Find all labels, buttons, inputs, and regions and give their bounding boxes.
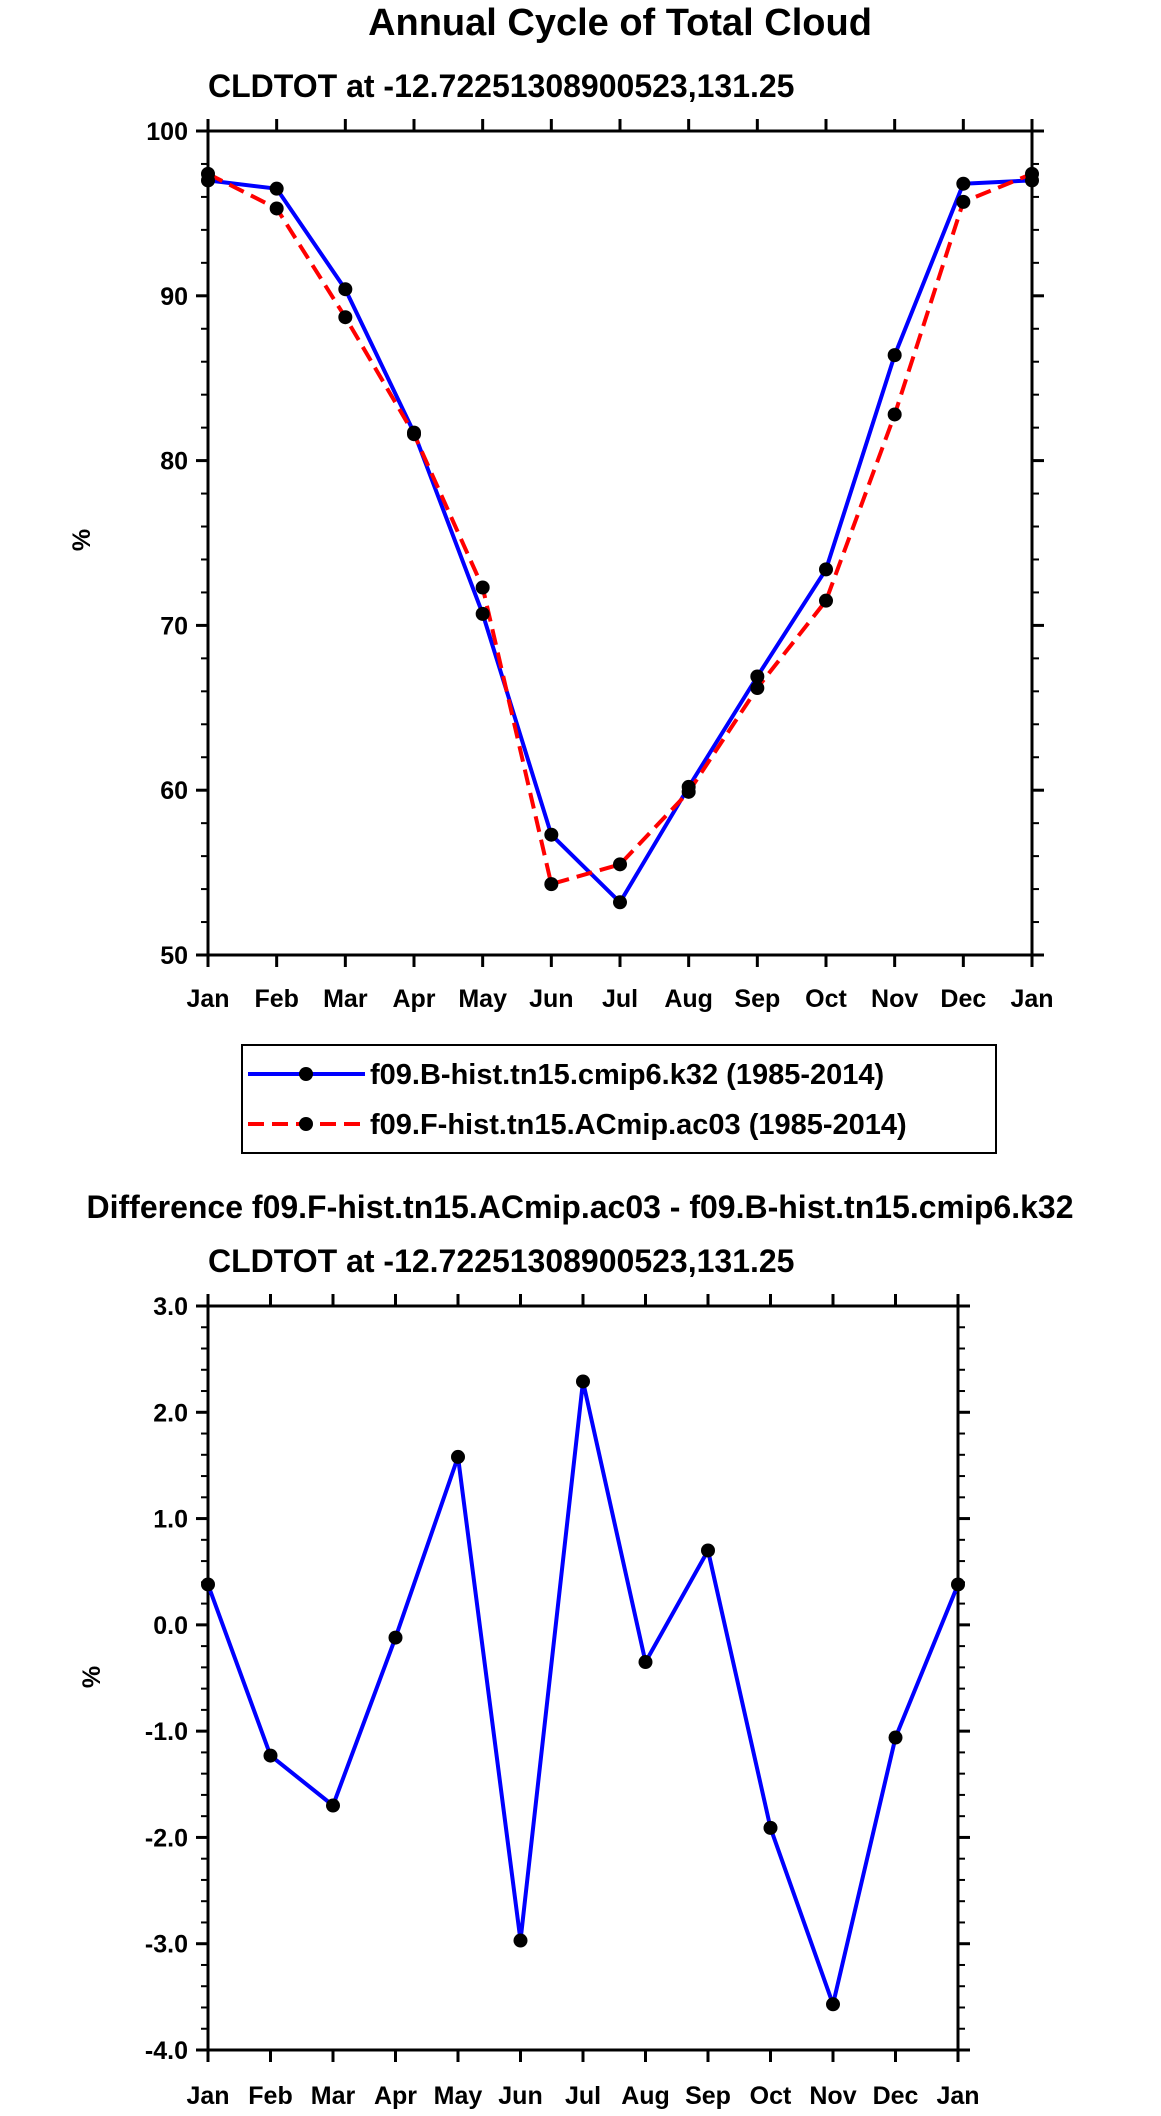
top-chart-xtick-label: Dec bbox=[940, 985, 986, 1013]
bottom-chart-xtick-label: Oct bbox=[750, 2082, 792, 2110]
top-chart-series-2-point bbox=[201, 166, 215, 181]
bottom-chart-xtick-label: Nov bbox=[809, 2082, 856, 2110]
top-chart-series-2-point bbox=[887, 407, 902, 422]
bottom-chart-series-1-point bbox=[826, 1997, 840, 2012]
bottom-chart-plot-frame bbox=[206, 1304, 960, 2052]
legend-marker-series-1 bbox=[299, 1067, 313, 1081]
top-chart-series-2-point bbox=[956, 194, 971, 209]
bottom-chart-xtick-label: Apr bbox=[374, 2082, 417, 2110]
bottom-chart-ytick-label: 0.0 bbox=[153, 1612, 188, 1640]
top-chart-ytick-label: 60 bbox=[160, 777, 188, 805]
top-chart-series-1-point bbox=[887, 348, 902, 363]
top-chart-xtick-label: Jan bbox=[1010, 985, 1053, 1013]
bottom-chart-series-1-point bbox=[263, 1748, 278, 1763]
bottom-chart-xtick-label: Jan bbox=[186, 2082, 229, 2110]
legend-marker-series-2 bbox=[299, 1117, 313, 1131]
bottom-chart-series-1-point bbox=[576, 1374, 590, 1389]
top-chart-series-2-point bbox=[681, 784, 696, 799]
top-chart-xtick-label: Mar bbox=[323, 985, 368, 1013]
top-chart-xtick-label: Nov bbox=[871, 985, 918, 1013]
bottom-chart-xtick-label: Jan bbox=[936, 2082, 979, 2110]
bottom-chart-series-1-line bbox=[206, 1379, 960, 2007]
top-chart-xtick-label: Oct bbox=[805, 985, 847, 1013]
bottom-chart-series-1-point bbox=[888, 1730, 903, 1745]
top-chart-ylabel: % bbox=[68, 529, 96, 551]
bottom-chart-series-1-point bbox=[951, 1577, 965, 1592]
legend-box bbox=[241, 1044, 997, 1154]
top-chart-series-2-point bbox=[819, 593, 833, 608]
bottom-chart-ytick-label: 3.0 bbox=[153, 1293, 188, 1321]
bottom-chart-xtick-label: Jul bbox=[565, 2082, 601, 2110]
legend: f09.B-hist.tn15.cmip6.k32 (1985-2014) f0… bbox=[241, 1044, 997, 1154]
bottom-chart-title: Difference f09.F-hist.tn15.ACmip.ac03 - … bbox=[87, 1189, 1074, 1225]
top-chart-series-2-point bbox=[269, 201, 284, 216]
top-chart-series-1-point bbox=[613, 895, 627, 910]
bottom-chart-series-1-point bbox=[326, 1798, 340, 1813]
top-chart-series-1-point bbox=[269, 181, 284, 196]
bottom-chart-xtick-label: Jun bbox=[498, 2082, 542, 2110]
top-chart-subtitle: CLDTOT at -12.72251308900523,131.25 bbox=[208, 68, 794, 104]
top-chart-xtick-label: Sep bbox=[734, 985, 780, 1013]
top-chart-ytick-label: 50 bbox=[160, 942, 188, 970]
bottom-chart-ytick-label: 1.0 bbox=[153, 1506, 188, 1534]
bottom-chart-xtick-label: Feb bbox=[248, 2082, 292, 2110]
top-chart-series-1-point bbox=[475, 606, 490, 621]
top-chart-series-2-point bbox=[338, 310, 353, 325]
top-chart-xtick-label: Jun bbox=[529, 985, 573, 1013]
bottom-chart-ytick-label: -4.0 bbox=[145, 2037, 188, 2065]
top-chart-xtick-label: Jan bbox=[186, 985, 229, 1013]
top-chart-series-2-point bbox=[475, 580, 490, 595]
top-chart: 50 60 70 80 90 100 Jan Feb Mar Apr May Jun Jul Aug Sep… bbox=[146, 118, 1053, 1013]
bottom-chart-series-1-point bbox=[451, 1449, 465, 1464]
bottom-chart-xtick-label: Sep bbox=[685, 2082, 731, 2110]
legend-label-series-1: f09.B-hist.tn15.cmip6.k32 (1985-2014) bbox=[370, 1059, 884, 1091]
bottom-chart-xtick-label: Mar bbox=[311, 2082, 356, 2110]
bottom-chart-series-1-point bbox=[201, 1577, 215, 1592]
top-chart-plot-frame bbox=[206, 129, 1034, 957]
top-chart-series-1-point bbox=[544, 827, 559, 842]
top-chart-series-1-line bbox=[207, 178, 1033, 905]
top-chart-series-1-point bbox=[750, 669, 765, 684]
top-chart-title: Annual Cycle of Total Cloud bbox=[368, 2, 872, 44]
bottom-chart-xtick-label: May bbox=[434, 2082, 483, 2110]
top-chart-series-2-point bbox=[1025, 166, 1039, 181]
top-chart-series-2-point bbox=[544, 877, 559, 892]
top-chart-xtick-label: May bbox=[458, 985, 507, 1013]
bottom-chart-ytick-label: -1.0 bbox=[145, 1718, 188, 1746]
bottom-chart-series-1-point bbox=[388, 1630, 403, 1645]
bottom-chart-ytick-label: 2.0 bbox=[153, 1399, 188, 1427]
top-chart-xtick-label: Apr bbox=[392, 985, 435, 1013]
bottom-chart-series-1-point bbox=[638, 1655, 653, 1670]
bottom-chart-subtitle: CLDTOT at -12.72251308900523,131.25 bbox=[208, 1243, 794, 1279]
bottom-chart-xtick-label: Dec bbox=[873, 2082, 919, 2110]
top-chart-ytick-label: 70 bbox=[160, 612, 188, 640]
bottom-chart-xtick-label: Aug bbox=[621, 2082, 670, 2110]
bottom-chart-ytick-label: -2.0 bbox=[145, 1824, 188, 1852]
bottom-chart-series-1-point bbox=[513, 1933, 528, 1948]
top-chart-xtick-label: Jul bbox=[602, 985, 638, 1013]
top-chart-series-1-point bbox=[819, 562, 833, 577]
bottom-chart-series-1-point bbox=[701, 1543, 715, 1558]
top-chart-ytick-label: 80 bbox=[160, 448, 188, 476]
legend-label-series-2: f09.F-hist.tn15.ACmip.ac03 (1985-2014) bbox=[370, 1109, 907, 1141]
top-chart-series-2-line bbox=[207, 171, 1033, 887]
top-chart-xtick-label: Aug bbox=[664, 985, 713, 1013]
top-chart-ytick-label: 100 bbox=[146, 118, 188, 146]
bottom-chart-ylabel: % bbox=[78, 1666, 106, 1688]
top-chart-series-2-point bbox=[613, 857, 627, 872]
top-chart-series-1-point bbox=[338, 282, 353, 297]
top-chart-series-1-point bbox=[956, 176, 971, 191]
top-chart-series-2-point bbox=[407, 427, 421, 442]
top-chart-ytick-label: 90 bbox=[160, 283, 188, 311]
bottom-chart-series-1-point bbox=[763, 1820, 778, 1835]
top-chart-xtick-label: Feb bbox=[254, 985, 298, 1013]
bottom-chart-ytick-label: -3.0 bbox=[145, 1931, 188, 1959]
top-chart-series-2-point bbox=[750, 681, 765, 696]
bottom-chart: -4.0 -3.0 -2.0 -1.0 0.0 1.0 2.0 3.0 Jan Feb Mar Apr… bbox=[145, 1293, 980, 2110]
